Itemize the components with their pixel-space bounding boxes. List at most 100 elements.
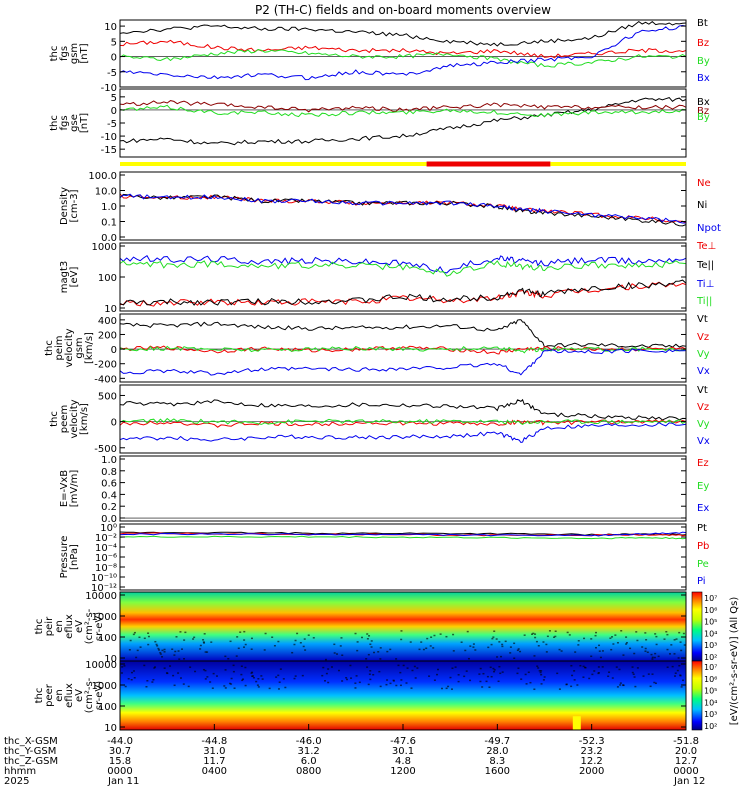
- spectrogram-noise: [240, 665, 243, 667]
- spectrogram-noise: [409, 641, 412, 643]
- spectrogram-noise: [440, 687, 443, 690]
- spectrogram-noise: [138, 636, 141, 639]
- spectrogram-noise: [147, 635, 150, 638]
- spectrogram-noise: [206, 676, 209, 678]
- spectrogram-noise: [523, 634, 526, 636]
- spectrogram-noise: [322, 666, 325, 669]
- spectrogram-noise: [649, 685, 652, 688]
- spectrogram-noise: [278, 681, 281, 683]
- spectrogram-noise: [654, 682, 657, 685]
- spectrogram-noise: [159, 651, 162, 654]
- y-tick-label: 10⁻²: [95, 533, 117, 544]
- spectrogram-noise: [243, 646, 246, 648]
- spectrogram-noise: [666, 648, 669, 651]
- colorbar-tick: 10³: [704, 710, 717, 719]
- spectrogram-noise: [340, 637, 343, 639]
- spectrogram-noise: [513, 657, 516, 659]
- spectrogram-noise: [264, 632, 267, 635]
- spectrogram-noise: [451, 667, 454, 669]
- y-axis-label: [mV/m]: [69, 470, 80, 508]
- spectrogram-noise: [465, 670, 468, 672]
- spectrogram-noise: [588, 677, 591, 680]
- y-axis-label: gse: [69, 114, 80, 132]
- legend-Pe: Pe: [697, 559, 709, 570]
- y-axis-label: E=-VxB: [59, 470, 70, 507]
- legend-Vx: Vx: [697, 366, 710, 377]
- spectrogram-noise: [454, 666, 457, 668]
- x-tick-label: -49.7: [484, 736, 510, 747]
- series-Vx-line: [119, 421, 687, 444]
- spectrogram-noise: [619, 684, 622, 686]
- y-axis-label: fgs: [59, 115, 70, 130]
- series-By-line: [119, 49, 687, 68]
- spectrogram-noise: [499, 672, 502, 675]
- spectrogram-noise: [612, 643, 615, 645]
- spectrogram-noise: [156, 645, 159, 647]
- spectrogram-noise: [680, 686, 683, 688]
- spectrogram-noise: [497, 680, 500, 683]
- spectrogram-noise: [560, 650, 563, 652]
- spectrogram-noise: [356, 649, 359, 652]
- legend-Pi: Pi: [697, 576, 706, 587]
- x-tick-label: 12.7: [675, 756, 697, 767]
- spectrogram-noise: [509, 652, 512, 654]
- y-axis-label: thc: [44, 340, 55, 356]
- spectrogram-noise: [366, 638, 369, 640]
- spectrogram-noise: [181, 648, 184, 650]
- spectrogram-noise: [653, 656, 656, 659]
- spectrogram-noise: [240, 673, 243, 676]
- series-Vy-line: [119, 417, 687, 425]
- x-tick-label: 8.3: [489, 756, 505, 767]
- spectrogram-noise: [598, 644, 601, 647]
- spectrogram-noise: [620, 630, 623, 632]
- spectrogram-noise: [436, 668, 439, 671]
- spectrogram-noise: [447, 685, 450, 688]
- spectrogram-noise: [594, 634, 597, 637]
- spectrogram-noise: [651, 658, 654, 660]
- spectrogram-noise: [369, 643, 372, 646]
- y-tick-label: 10⁰: [100, 523, 117, 534]
- y-tick-label: 0.1: [101, 218, 117, 229]
- x-tick-label: -44.8: [201, 736, 227, 747]
- spectrogram-noise: [636, 667, 639, 669]
- spectrogram-noise: [171, 648, 174, 650]
- chart-title: P2 (TH-C) fields and on-board moments ov…: [255, 3, 551, 17]
- y-axis-label: (cm²-s-: [84, 608, 95, 644]
- spectrogram-noise: [539, 671, 542, 674]
- series-Vt-line: [119, 319, 687, 348]
- x-tick-label: -52.3: [579, 736, 605, 747]
- spectrogram-noise: [256, 684, 259, 686]
- spectrogram-noise: [671, 665, 674, 668]
- status-segment-red: [426, 161, 551, 167]
- spectrogram-noise: [608, 671, 611, 673]
- x-tick-label: 4.8: [395, 756, 411, 767]
- spectrogram-noise: [420, 641, 423, 643]
- y-tick-label: -15: [101, 145, 117, 156]
- y-tick-label: 10⁻¹⁰: [91, 573, 117, 584]
- spectrogram-noise: [324, 680, 327, 682]
- spectrogram-noise: [493, 669, 496, 671]
- y-axis-label: sr-eV): [94, 612, 105, 641]
- spectrogram-noise: [229, 640, 232, 643]
- spectrogram-noise: [492, 667, 495, 670]
- y-tick-label: -5: [107, 119, 117, 130]
- spectrogram-noise: [501, 643, 504, 646]
- spectrogram-noise: [366, 666, 369, 668]
- spectrogram-noise: [302, 645, 305, 648]
- y-axis-label: thc: [49, 115, 60, 131]
- spectrogram-noise: [565, 683, 568, 686]
- spectrogram-noise: [378, 670, 381, 673]
- spectrogram-noise: [236, 636, 239, 638]
- series-Bz-line: [119, 39, 687, 59]
- spectrogram-noise: [178, 658, 181, 660]
- spectrogram-noise: [679, 674, 682, 677]
- spectrogram-noise: [469, 645, 472, 647]
- spectrogram-noise: [680, 649, 683, 652]
- y-axis-label: thc: [49, 46, 60, 62]
- spectrogram-noise: [472, 643, 475, 645]
- spectrogram-noise: [571, 674, 574, 677]
- spectrogram-noise: [152, 679, 155, 681]
- spectrogram-noise: [173, 654, 176, 656]
- spectrogram-noise: [135, 656, 138, 659]
- spectrogram-noise: [399, 671, 402, 674]
